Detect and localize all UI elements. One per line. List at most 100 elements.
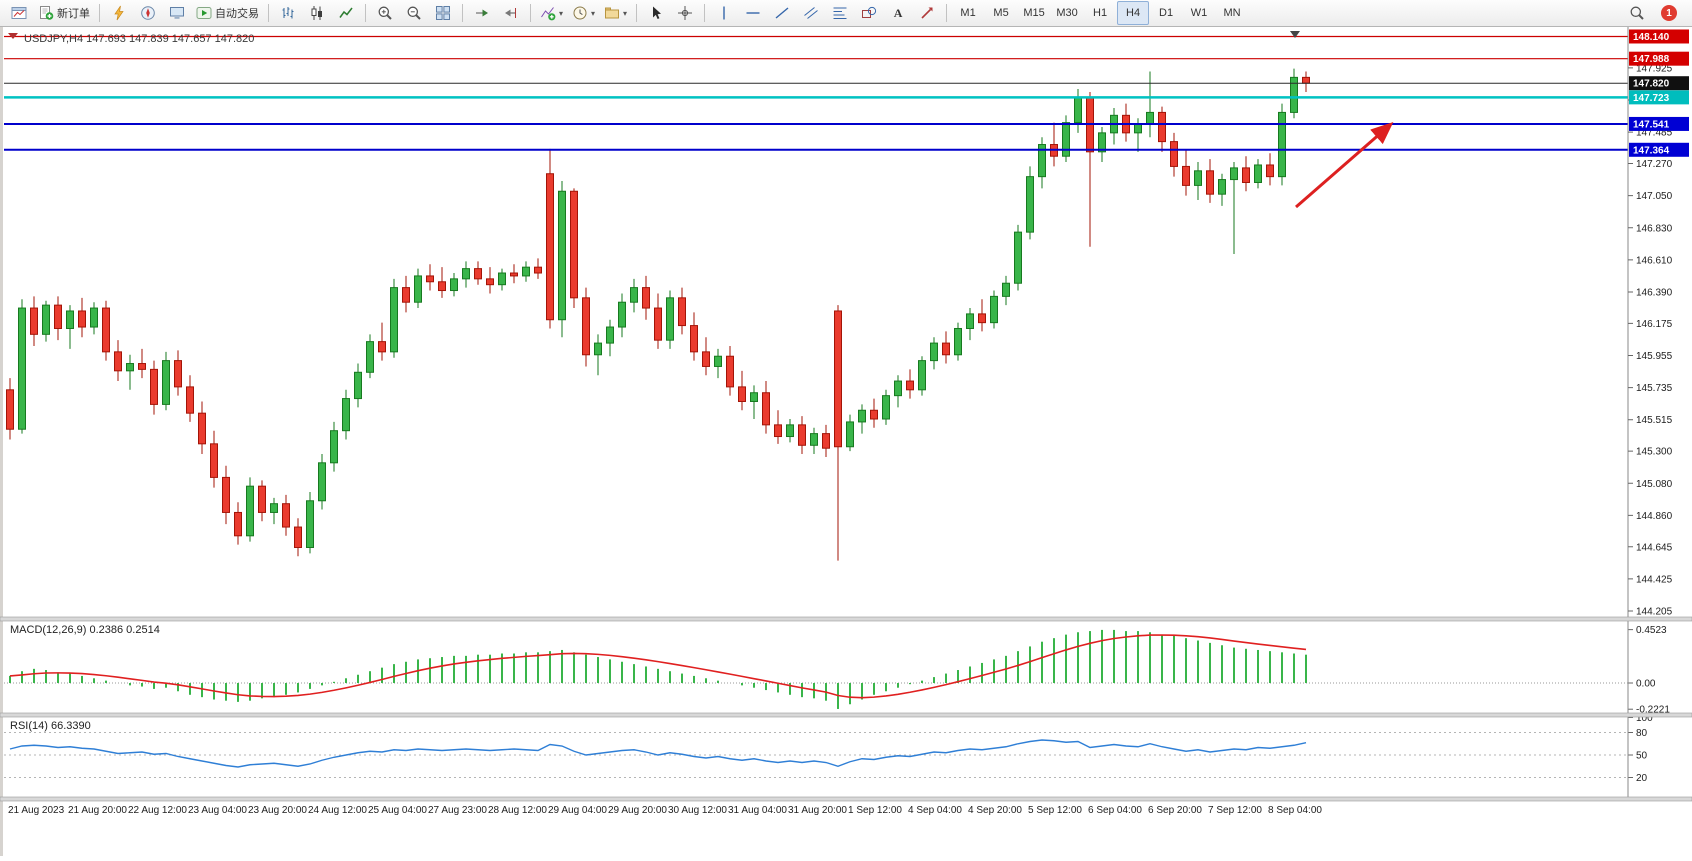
- candle: [990, 290, 998, 329]
- candle: [246, 477, 254, 542]
- candle: [150, 360, 158, 415]
- templates-icon[interactable]: ▾: [600, 1, 631, 25]
- timeframe-W1[interactable]: W1: [1183, 1, 1215, 25]
- candle: [138, 348, 146, 379]
- one-click-trading-toggle[interactable]: [8, 33, 18, 39]
- notification-badge[interactable]: 1: [1655, 1, 1683, 25]
- price-tag-147.364: 147.364: [1629, 142, 1689, 157]
- candle: [294, 518, 302, 557]
- candlestick-icon[interactable]: [303, 1, 331, 25]
- toolbar-separator: [946, 4, 948, 22]
- indicators-icon: [540, 5, 556, 21]
- candle: [378, 322, 386, 361]
- price-tick-label: 147.485: [1636, 128, 1673, 139]
- navigator-icon[interactable]: [134, 1, 162, 25]
- trendline-icon: [774, 5, 790, 21]
- candle: [1098, 127, 1106, 163]
- candle: [198, 401, 206, 455]
- candle: [546, 148, 554, 329]
- timeframe-M5[interactable]: M5: [985, 1, 1017, 25]
- candle: [1266, 153, 1274, 186]
- rsi-line: [9, 739, 1307, 768]
- time-axis-label: 5 Sep 12:00: [1028, 805, 1082, 816]
- timeframe-M30[interactable]: M30: [1051, 1, 1083, 25]
- button-label: 新订单: [57, 8, 90, 20]
- candle: [1002, 275, 1010, 306]
- horizontal-line-icon: [745, 5, 761, 21]
- candle: [762, 381, 770, 434]
- candle: [18, 299, 26, 434]
- horizontal-line-icon[interactable]: [739, 1, 767, 25]
- timeframe-D1[interactable]: D1: [1150, 1, 1182, 25]
- candle: [1158, 106, 1166, 152]
- arrow-tools-icon[interactable]: [913, 1, 941, 25]
- candle: [858, 404, 866, 434]
- candle: [438, 267, 446, 298]
- candle: [330, 421, 338, 472]
- candle: [870, 398, 878, 428]
- candle: [570, 188, 578, 309]
- crosshair-icon[interactable]: [671, 1, 699, 25]
- timeframe-M15[interactable]: M15: [1018, 1, 1050, 25]
- text-icon[interactable]: A: [884, 1, 912, 25]
- periods-icon[interactable]: ▾: [568, 1, 599, 25]
- pane-separator[interactable]: [0, 712, 1692, 718]
- candle: [786, 419, 794, 443]
- line-chart-icon: [338, 5, 354, 21]
- shapes-icon[interactable]: [855, 1, 883, 25]
- time-axis-label: 22 Aug 12:00: [128, 805, 187, 816]
- tile-windows-icon[interactable]: [429, 1, 457, 25]
- equidistant-channel-icon[interactable]: [797, 1, 825, 25]
- autotrading-icon: [196, 5, 212, 21]
- candle: [450, 273, 458, 297]
- new-chart-icon[interactable]: [5, 1, 33, 25]
- candle: [978, 299, 986, 332]
- time-axis-label: 21 Aug 2023: [8, 805, 65, 816]
- timeframe-MN[interactable]: MN: [1216, 1, 1248, 25]
- pane-separator[interactable]: [0, 796, 1692, 802]
- candle: [354, 363, 362, 408]
- cursor-icon[interactable]: [642, 1, 670, 25]
- autotrading-icon[interactable]: 自动交易: [192, 1, 263, 25]
- candle: [90, 302, 98, 335]
- button-label: 自动交易: [215, 8, 259, 20]
- auto-scroll-icon[interactable]: [468, 1, 496, 25]
- toolbar-separator: [365, 4, 366, 22]
- candle: [798, 416, 806, 455]
- button-label: H4: [1126, 7, 1141, 19]
- equidistant-channel-icon: [803, 5, 819, 21]
- candle: [942, 331, 950, 364]
- toolbar-separator: [636, 4, 638, 22]
- pane-separator[interactable]: [0, 616, 1692, 622]
- timeframe-H4[interactable]: H4: [1117, 1, 1150, 25]
- bar-chart-icon[interactable]: [274, 1, 302, 25]
- candle: [846, 414, 854, 452]
- market-watch-icon[interactable]: [105, 1, 133, 25]
- terminal-icon[interactable]: [163, 1, 191, 25]
- zoom-out-icon[interactable]: [400, 1, 428, 25]
- price-tick-label: 144.860: [1636, 511, 1673, 522]
- trendline-icon[interactable]: [768, 1, 796, 25]
- line-chart-icon[interactable]: [332, 1, 360, 25]
- price-tag-147.988: 147.988: [1629, 51, 1689, 66]
- candle: [654, 293, 662, 349]
- fibonacci-icon[interactable]: [826, 1, 854, 25]
- price-tag-148.140: 148.140: [1629, 29, 1689, 44]
- timeframe-H1[interactable]: H1: [1084, 1, 1116, 25]
- candle: [558, 181, 566, 338]
- trend-arrow-annotation[interactable]: [1295, 122, 1394, 209]
- indicators-icon[interactable]: ▾: [536, 1, 567, 25]
- zoom-in-icon[interactable]: [371, 1, 399, 25]
- candle: [114, 340, 122, 382]
- new-order-icon[interactable]: 新订单: [34, 1, 94, 25]
- vertical-line-icon[interactable]: [710, 1, 738, 25]
- chart-shift-icon[interactable]: [497, 1, 525, 25]
- price-tick-label: 147.925: [1636, 63, 1673, 74]
- search-icon[interactable]: [1623, 1, 1651, 25]
- candle: [1206, 159, 1214, 203]
- candle: [162, 351, 170, 411]
- timeframe-M1[interactable]: M1: [952, 1, 984, 25]
- price-tick-label: 144.645: [1636, 542, 1673, 553]
- candle: [342, 389, 350, 440]
- chart-shift-marker[interactable]: [1290, 31, 1300, 38]
